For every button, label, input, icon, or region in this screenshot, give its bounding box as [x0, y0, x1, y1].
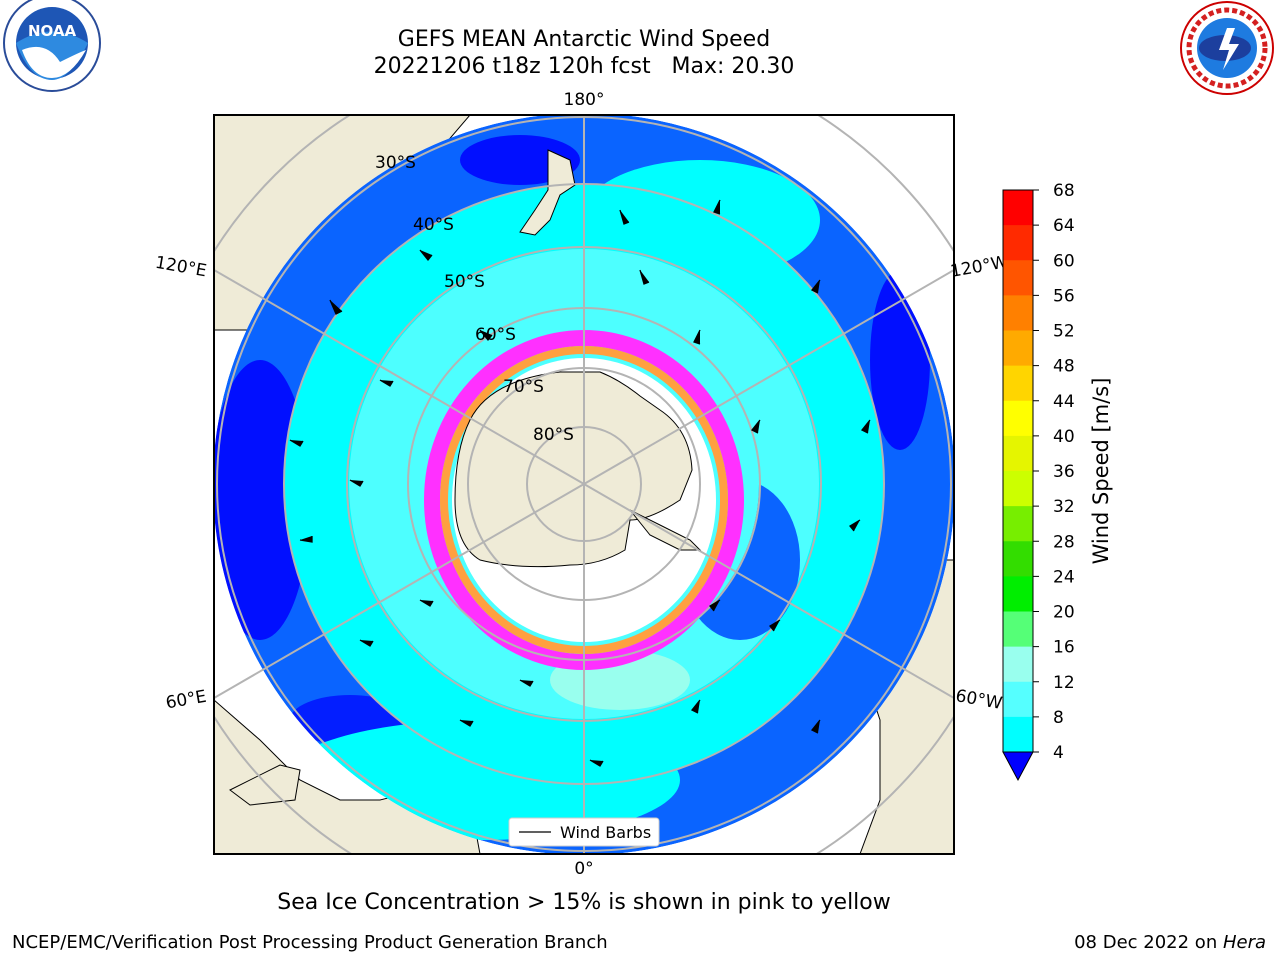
lon-label-120e: 120°E — [154, 253, 208, 282]
colorbar-segment — [1003, 716, 1033, 753]
chart-subtitle: 20221206 t18z 120h fcst Max: 20.30 — [373, 54, 795, 79]
colorbar-tick-label: 20 — [1053, 603, 1075, 623]
nws-logo — [1180, 1, 1274, 95]
colorbar-tick-label: 8 — [1053, 708, 1064, 728]
colorbar-tick-label: 44 — [1053, 392, 1075, 412]
noaa-logo-text: NOAA — [28, 22, 77, 40]
new-zealand-land — [519, 149, 576, 236]
lon-label-120w: 120°W — [949, 252, 1010, 282]
wind-barbs — [289, 199, 871, 767]
chart-title: GEFS MEAN Antarctic Wind Speed — [397, 27, 771, 52]
colorbar-segment — [1003, 611, 1033, 648]
footer-host: Hera — [1222, 932, 1266, 953]
lon-label-60e: 60°E — [164, 687, 208, 714]
lat-label-40s: 40°S — [413, 215, 454, 235]
colorbar-segment — [1003, 260, 1033, 296]
colorbar-tick-label: 52 — [1053, 322, 1075, 342]
colorbar-tick-label: 28 — [1053, 532, 1075, 552]
colorbar-segment — [1003, 295, 1033, 331]
colorbar-segment — [1003, 330, 1033, 367]
colorbar-tick-label: 48 — [1053, 357, 1075, 377]
footer-date: 08 Dec 2022 on — [1074, 932, 1223, 953]
footer-right: 08 Dec 2022 on Hera — [1074, 932, 1266, 953]
graticule-meridians — [214, 115, 954, 854]
noaa-logo: NOAA — [3, 0, 101, 92]
colorbar-tick-label: 68 — [1053, 181, 1075, 201]
colorbar-tick-label: 12 — [1053, 673, 1075, 693]
colorbar-tick-label: 36 — [1053, 462, 1075, 482]
colorbar-segment — [1003, 471, 1033, 507]
colorbar-tick-label: 64 — [1053, 216, 1075, 236]
colorbar-segment — [1003, 190, 1033, 226]
lat-label-60s: 60°S — [475, 325, 516, 345]
colorbar-segment — [1003, 506, 1033, 542]
madagascar-land — [229, 764, 301, 806]
wind-barbs-legend: Wind Barbs — [508, 817, 660, 847]
colorbar: 68 64 60 56 52 48 44 40 36 32 28 24 20 16 12 8 4 — [1002, 181, 1075, 782]
colorbar-segment — [1003, 365, 1033, 402]
colorbar-segment — [1003, 541, 1033, 577]
colorbar-label: Wind Speed [m/s] — [1089, 378, 1113, 565]
colorbar-tick-label: 40 — [1053, 427, 1075, 447]
colorbar-segment — [1003, 225, 1033, 261]
lat-label-70s: 70°S — [503, 377, 544, 397]
colorbar-segment — [1003, 435, 1033, 472]
colorbar-segment — [1003, 400, 1033, 437]
antarctica-land — [454, 371, 693, 568]
colorbar-tick-label: 56 — [1053, 286, 1075, 306]
legend-label: Wind Barbs — [560, 823, 651, 842]
colorbar-segment — [1003, 576, 1033, 612]
colorbar-extend-arrow — [1002, 751, 1034, 782]
lon-label-0: 0° — [574, 859, 593, 879]
lon-label-180: 180° — [564, 90, 605, 110]
colorbar-tick-label: 60 — [1053, 251, 1075, 271]
lat-label-50s: 50°S — [444, 272, 485, 292]
sea-ice-caption: Sea Ice Concentration > 15% is shown in … — [277, 890, 891, 915]
colorbar-segment — [1003, 646, 1033, 683]
colorbar-tick-label: 4 — [1053, 743, 1064, 763]
lat-label-80s: 80°S — [533, 425, 574, 445]
colorbar-segment — [1003, 681, 1033, 718]
lat-label-30s: 30°S — [375, 153, 416, 173]
colorbar-tick-label: 16 — [1053, 638, 1075, 658]
colorbar-tick-label: 24 — [1053, 567, 1075, 587]
colorbar-tick-label: 32 — [1053, 497, 1075, 517]
footer-left: NCEP/EMC/Verification Post Processing Pr… — [12, 932, 608, 953]
lon-label-60w: 60°W — [954, 686, 1004, 714]
